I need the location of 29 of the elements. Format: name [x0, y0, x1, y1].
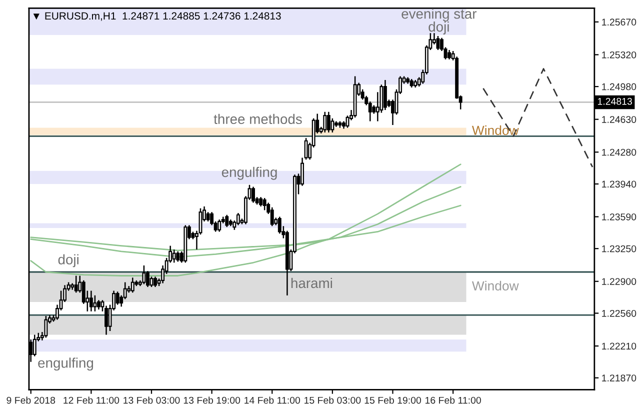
y-tick-label: 1.22900 [602, 278, 636, 285]
annotation: doji [58, 254, 78, 268]
x-tick-label: 12 Feb 11:00 [64, 396, 120, 404]
y-tick-label: 1.22560 [602, 310, 636, 317]
y-tick-label: 1.24280 [602, 148, 636, 156]
ref-line-label: 1.24813 [598, 98, 632, 105]
x-tick-label: 16 Feb 11:00 [426, 396, 481, 404]
x-tick-label: 15 Feb 03:00 [304, 396, 361, 404]
annotation: engulfing [222, 166, 277, 180]
x-tick-label: 13 Feb 19:00 [184, 396, 240, 404]
y-tick-label: 1.21870 [602, 374, 636, 382]
band-label: Window [472, 280, 519, 291]
x-tick-label: 14 Feb 11:00 [244, 396, 300, 404]
annotation: three methods [214, 114, 302, 124]
y-tick-label: 1.25670 [602, 18, 636, 26]
annotation: harami [291, 278, 332, 288]
y-tick-label: 1.25320 [602, 51, 636, 58]
y-tick-label: 1.24980 [602, 83, 636, 90]
x-tick-label: 15 Feb 19:00 [364, 396, 422, 404]
y-tick-label: 1.23590 [602, 213, 636, 220]
y-tick-label: 1.22210 [602, 342, 636, 350]
annotation: engulfing [38, 358, 94, 371]
x-tick-label: 9 Feb 2018 [6, 396, 56, 404]
x-tick-label: 13 Feb 03:00 [124, 396, 180, 404]
y-tick-label: 1.23940 [602, 180, 636, 188]
y-tick-label: 1.24630 [602, 116, 636, 123]
annotation: evening star doji [402, 8, 477, 34]
y-tick-label: 1.23250 [602, 245, 636, 252]
chart-title: ▼ EURUSD.m,H1 1.24871 1.24885 1.24736 1.24813 [33, 12, 281, 21]
